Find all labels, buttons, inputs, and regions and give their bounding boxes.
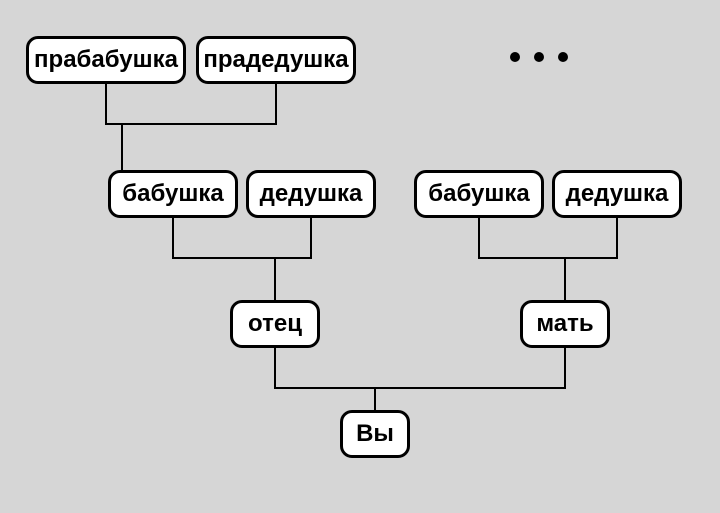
node-father: отец [230,300,320,348]
node-great-grandmother: прабабушка [26,36,186,84]
node-maternal-grandmother: бабушка [414,170,544,218]
node-label: мать [536,310,593,338]
node-you: Вы [340,410,410,458]
node-maternal-grandfather: дедушка [552,170,682,218]
node-mother: мать [520,300,610,348]
node-paternal-grandfather: дедушка [246,170,376,218]
diagram-canvas: прабабушка прадедушка бабушка дедушка ба… [0,0,720,513]
dot-icon [558,52,568,62]
node-label: дедушка [566,180,669,208]
dot-icon [534,52,544,62]
node-label: прабабушка [34,46,178,74]
node-label: отец [248,310,302,338]
node-label: прадедушка [203,46,348,74]
dot-icon [510,52,520,62]
node-great-grandfather: прадедушка [196,36,356,84]
node-label: дедушка [260,180,363,208]
ellipsis-icon [510,52,568,62]
node-label: Вы [356,420,394,448]
node-label: бабушка [122,180,223,208]
node-label: бабушка [428,180,529,208]
node-paternal-grandmother: бабушка [108,170,238,218]
